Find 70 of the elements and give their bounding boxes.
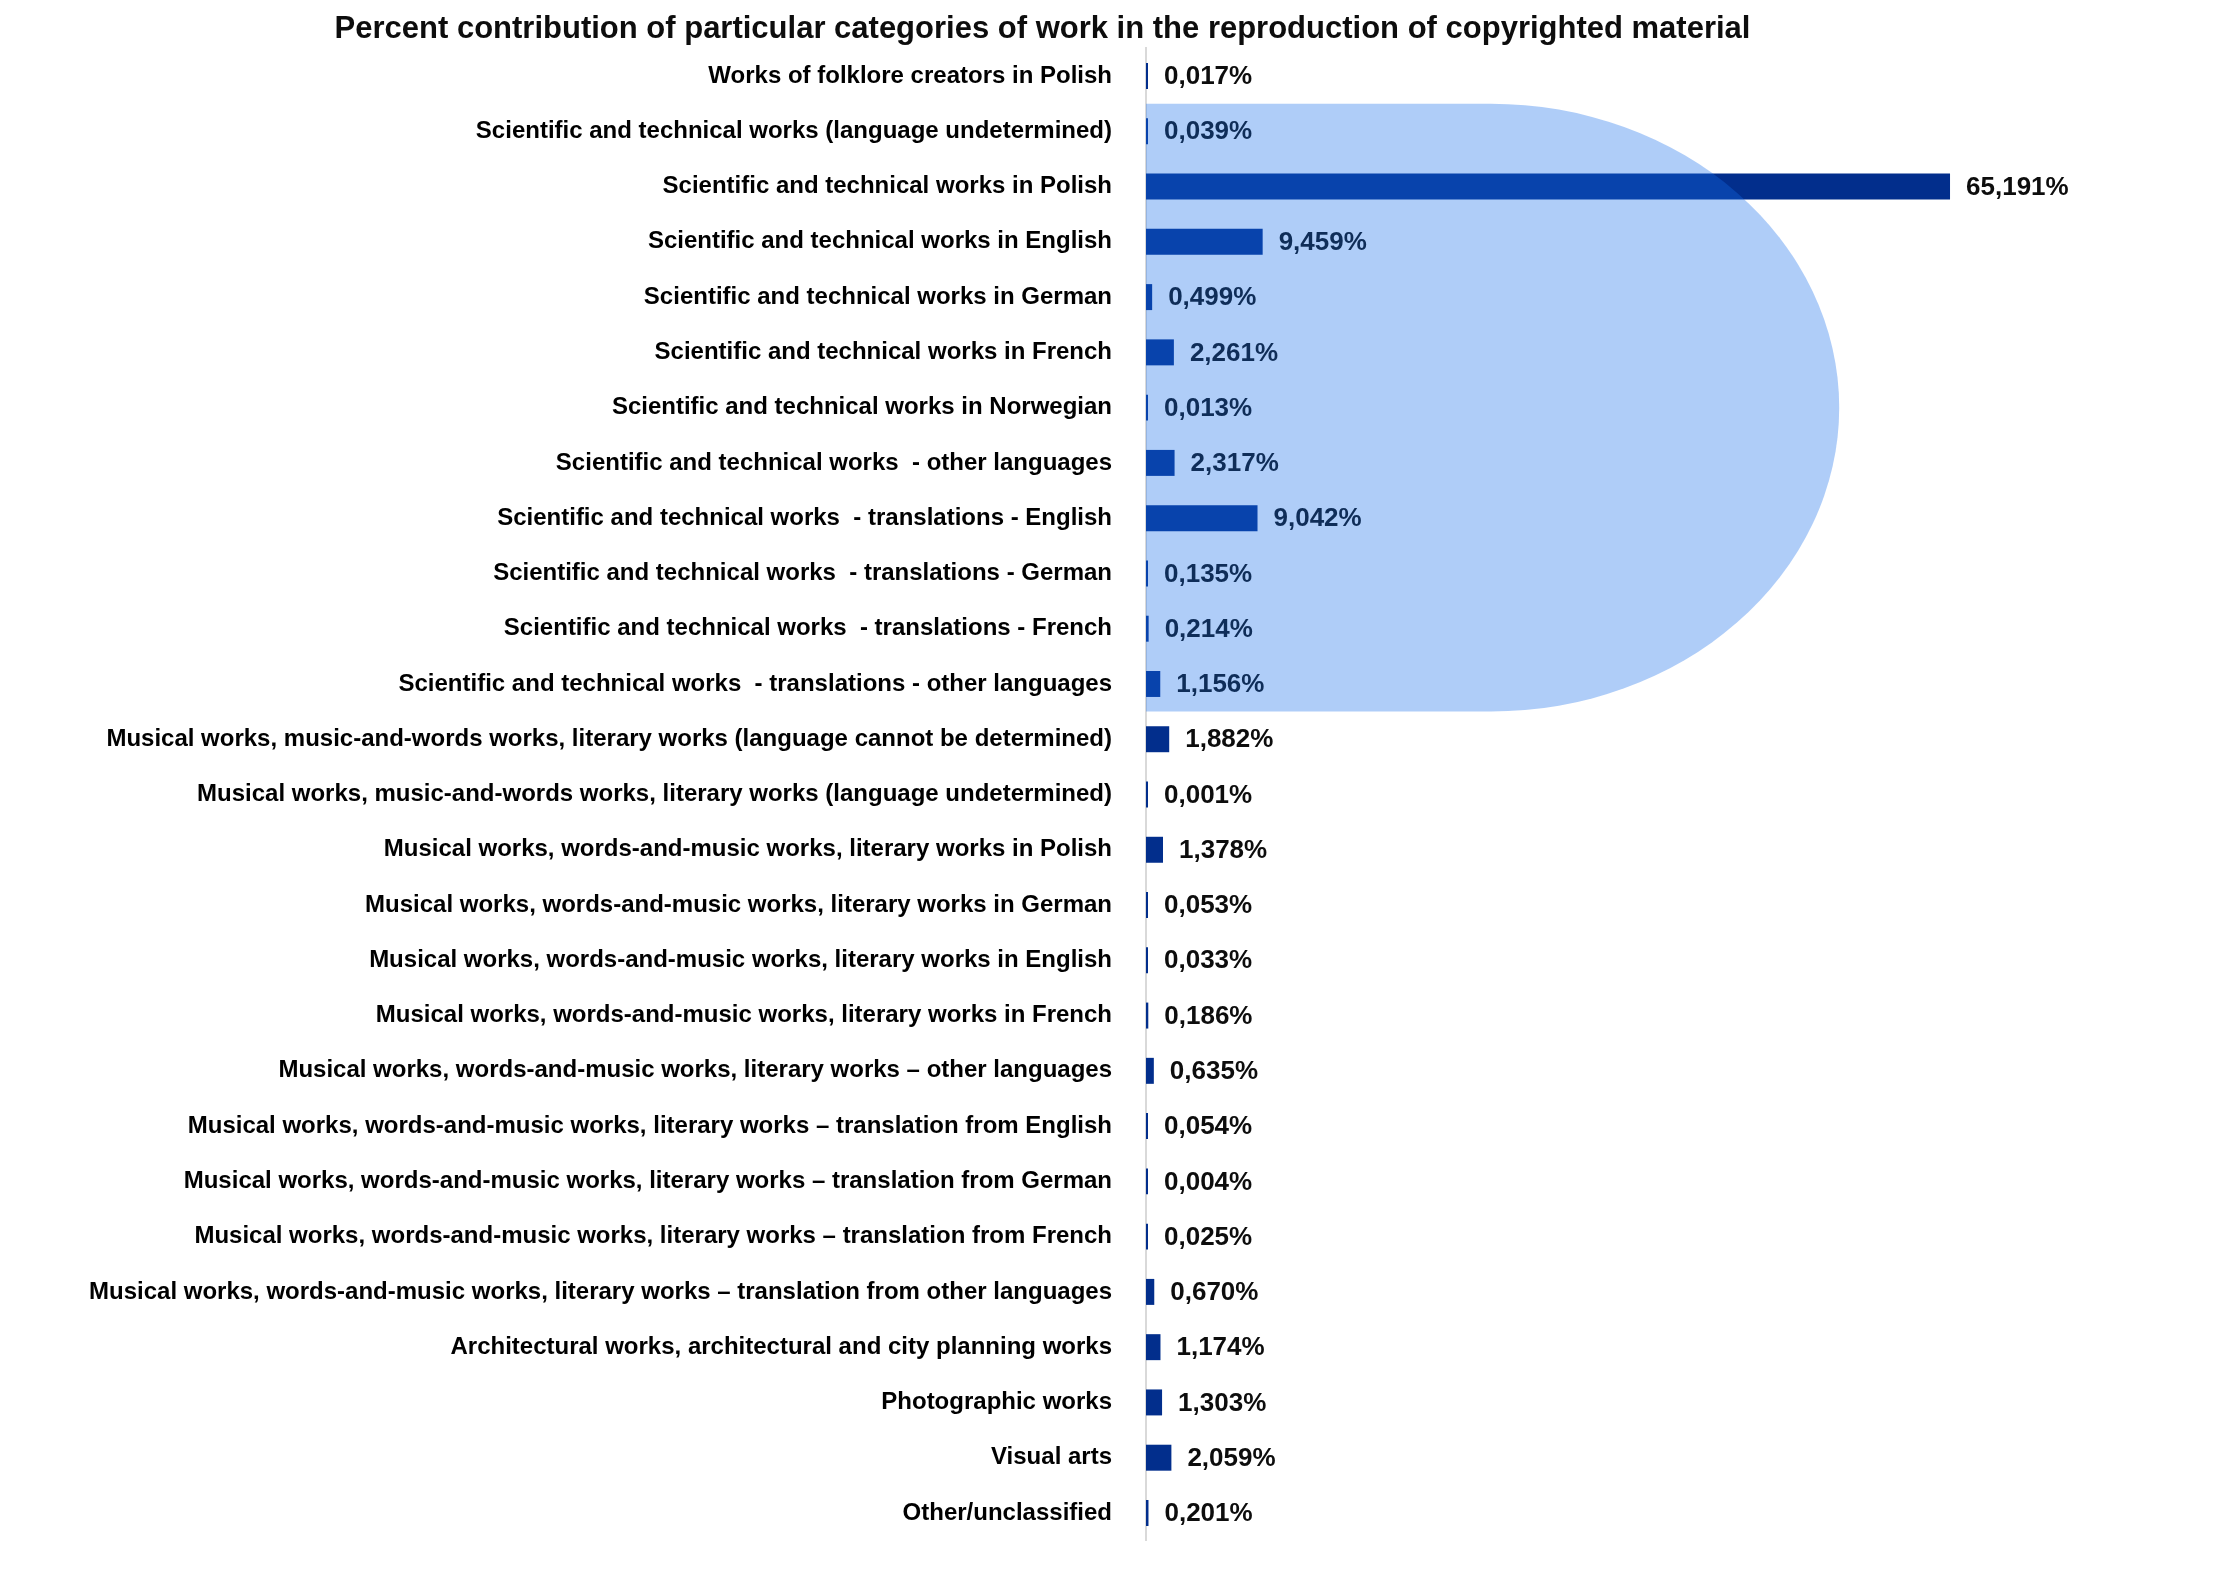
data-label: 2,261%	[1189, 336, 1279, 367]
data-label: 0,186%	[1164, 999, 1253, 1030]
y-tick-label: Scientific and technical works in French	[654, 336, 1112, 364]
y-tick-label: Scientific and technical works in German	[643, 281, 1112, 309]
data-label: 0,001%	[1164, 778, 1253, 809]
data-label: 0,013%	[1164, 391, 1253, 422]
y-tick-label: Scientific and technical works - translations - French	[503, 613, 1112, 641]
data-label: 0,635%	[1169, 1055, 1259, 1086]
bar	[1146, 1334, 1161, 1361]
chart-title: Percent contribution of particular categories of work in the reproduction of copyrighted material	[334, 10, 1751, 46]
y-tick-label: Musical works, music-and-words works, literary works (language cannot be determined)	[106, 723, 1112, 751]
y-tick-label: Musical works, words-and-music works, literary works – translation from German	[183, 1165, 1112, 1193]
data-label: 0,499%	[1168, 281, 1257, 312]
bar	[1146, 1444, 1172, 1471]
y-tick-label: Musical works, words-and-music works, literary works in English	[369, 944, 1112, 972]
y-tick-label: Other/unclassified	[902, 1497, 1112, 1525]
data-label: 9,459%	[1278, 226, 1367, 257]
bar	[1146, 836, 1163, 863]
bar	[1146, 173, 1951, 200]
bar	[1146, 505, 1258, 532]
data-label: 0,053%	[1164, 889, 1253, 920]
y-tick-label: Scientific and technical works in Polish	[662, 171, 1112, 199]
y-tick-label: Musical works, words-and-music works, literary works in French	[375, 1000, 1112, 1028]
data-label: 0,054%	[1164, 1110, 1253, 1141]
y-tick-label: Architectural works, architectural and city planning works	[450, 1331, 1112, 1359]
bar	[1146, 449, 1175, 476]
y-tick-label: Scientific and technical works - translations - English	[497, 502, 1112, 530]
bar	[1146, 1389, 1163, 1416]
y-tick-label: Musical works, words-and-music works, literary works – translation from English	[187, 1110, 1112, 1138]
y-tick-label: Scientific and technical works - translations - other languages	[398, 668, 1112, 696]
y-tick-label: Visual arts	[991, 1442, 1112, 1470]
data-label: 1,174%	[1176, 1331, 1265, 1362]
data-label: 1,378%	[1179, 833, 1268, 864]
y-tick-label: Scientific and technical works in Norwegian	[611, 392, 1112, 420]
y-tick-label: Musical works, words-and-music works, literary works in German	[365, 889, 1112, 917]
bar	[1146, 670, 1161, 697]
bar	[1146, 1278, 1155, 1305]
data-label: 0,025%	[1164, 1220, 1253, 1251]
data-label: 0,033%	[1164, 944, 1253, 975]
y-tick-label: Musical works, music-and-words works, literary works (language undetermined)	[197, 779, 1112, 807]
y-tick-label: Scientific and technical works (language undetermined)	[475, 115, 1112, 143]
data-label: 0,201%	[1164, 1497, 1253, 1528]
bar	[1146, 284, 1153, 311]
y-tick-label: Photographic works	[881, 1387, 1112, 1415]
data-label: 1,882%	[1185, 723, 1274, 754]
data-label: 0,135%	[1164, 557, 1253, 588]
data-label: 2,059%	[1187, 1441, 1276, 1472]
bar	[1146, 339, 1174, 366]
data-label: 0,017%	[1164, 60, 1253, 91]
data-label: 9,042%	[1273, 502, 1362, 533]
y-tick-label: Musical works, words-and-music works, literary works – other languages	[278, 1055, 1112, 1083]
data-label: 2,317%	[1190, 447, 1279, 478]
data-label: 0,214%	[1164, 612, 1253, 643]
y-tick-label: Works of folklore creators in Polish	[708, 60, 1112, 88]
bar	[1146, 726, 1170, 753]
y-tick-label: Musical works, words-and-music works, literary works in Polish	[383, 834, 1112, 862]
data-label: 1,303%	[1178, 1386, 1267, 1417]
bar	[1146, 228, 1263, 255]
data-label: 0,670%	[1170, 1276, 1259, 1307]
data-label: 65,191%	[1966, 170, 2069, 201]
y-tick-label: Scientific and technical works - translations - German	[493, 558, 1112, 586]
data-label: 0,004%	[1164, 1165, 1253, 1196]
y-tick-label: Scientific and technical works - other languages	[555, 447, 1112, 475]
y-tick-label: Scientific and technical works in English	[647, 226, 1112, 254]
bar	[1146, 615, 1149, 642]
y-tick-label: Musical works, words-and-music works, literary works – translation from French	[194, 1221, 1112, 1249]
data-label: 0,039%	[1164, 115, 1253, 146]
data-label: 1,156%	[1176, 668, 1265, 699]
bar	[1146, 1057, 1154, 1084]
y-tick-label: Musical works, words-and-music works, literary works – translation from other languages	[89, 1276, 1112, 1304]
